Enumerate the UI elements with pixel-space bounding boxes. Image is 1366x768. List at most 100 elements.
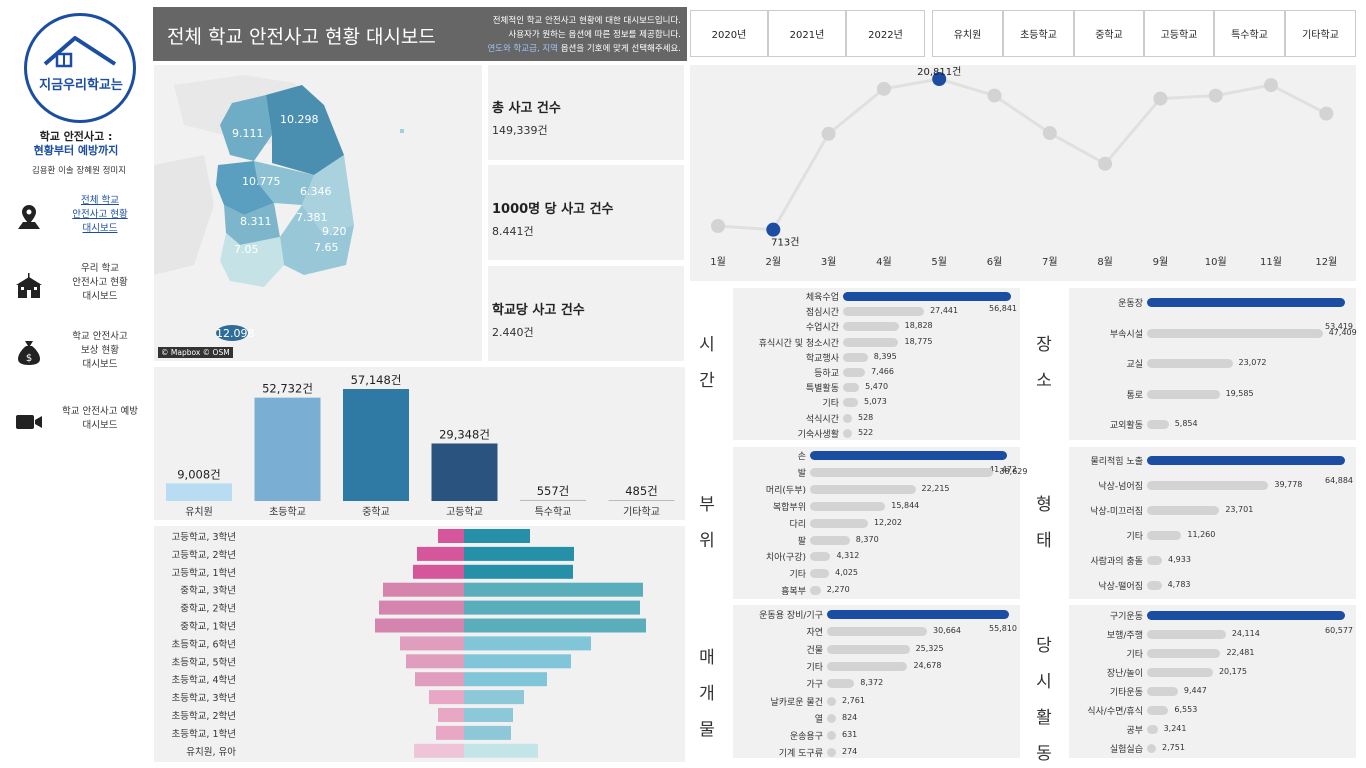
school-bar[interactable] [343, 389, 409, 501]
region-chungnam[interactable] [216, 161, 274, 215]
month-point[interactable] [766, 222, 781, 237]
breakdown-bar[interactable] [1147, 456, 1345, 465]
breakdown-bar[interactable] [1147, 630, 1226, 639]
month-point[interactable] [821, 126, 836, 141]
breakdown-bar[interactable] [827, 627, 927, 637]
grade-bar-left[interactable] [406, 654, 464, 669]
grade-bar-right[interactable] [464, 672, 547, 687]
region-gyeonggi[interactable] [220, 95, 272, 161]
month-point[interactable] [1098, 156, 1113, 171]
school-bar[interactable] [520, 499, 586, 501]
month-point[interactable] [1153, 91, 1168, 106]
grade-bar-left[interactable] [436, 725, 464, 740]
breakdown-bar[interactable] [843, 383, 860, 393]
grade-bar-right[interactable] [464, 618, 646, 633]
breakdown-bar[interactable] [1147, 359, 1233, 368]
region-gyeongnam[interactable] [280, 205, 354, 275]
school-bar[interactable] [254, 397, 321, 501]
filter-year-2022[interactable]: 2022년 [846, 10, 925, 57]
region-jeonnam[interactable] [220, 233, 284, 287]
month-point[interactable] [932, 72, 947, 86]
sidebar-item-overall[interactable]: 전체 학교 안전사고 현황 대시보드 [0, 194, 150, 238]
breakdown-bar[interactable] [1147, 611, 1345, 620]
grade-bar-left[interactable] [429, 690, 464, 705]
grade-bar-right[interactable] [464, 636, 591, 651]
filter-level-other[interactable]: 기타학교 [1285, 10, 1356, 57]
sidebar-item-prevention[interactable]: 학교 안전사고 예방 대시보드 [0, 405, 150, 449]
sidebar-item-our-school[interactable]: 우리 학교 안전사고 현황 대시보드 [0, 262, 150, 306]
grade-bar-left[interactable] [438, 708, 464, 722]
filter-level-middle[interactable]: 중학교 [1074, 10, 1144, 57]
month-point[interactable] [1319, 106, 1334, 121]
grade-bar-left[interactable] [400, 636, 464, 651]
grade-bar-right[interactable] [464, 654, 571, 669]
month-point[interactable] [1264, 78, 1278, 93]
school-bar[interactable] [431, 443, 498, 501]
breakdown-bar[interactable] [1147, 725, 1158, 734]
breakdown-bar[interactable] [1147, 649, 1221, 658]
breakdown-bar[interactable] [810, 484, 916, 494]
breakdown-bar[interactable] [1147, 531, 1182, 540]
breakdown-bar[interactable] [1147, 687, 1178, 696]
breakdown-bar[interactable] [843, 292, 1011, 301]
breakdown-bar[interactable] [810, 501, 886, 511]
filter-level-special[interactable]: 특수학교 [1214, 10, 1285, 57]
grade-bar-right[interactable] [464, 743, 538, 758]
breakdown-bar[interactable] [1147, 389, 1220, 399]
grade-bar-right[interactable] [464, 708, 513, 722]
school-bar[interactable] [166, 483, 232, 501]
grade-bar-left[interactable] [414, 743, 464, 758]
grade-bar-left[interactable] [383, 582, 464, 597]
map-credit[interactable]: © Mapbox © OSM [158, 347, 233, 358]
filter-level-elementary[interactable]: 초등학교 [1003, 10, 1074, 57]
grade-bar-left[interactable] [438, 529, 464, 543]
breakdown-bar[interactable] [843, 337, 899, 347]
filter-level-kindergarten[interactable]: 유치원 [932, 10, 1003, 57]
breakdown-bar[interactable] [827, 713, 836, 723]
breakdown-bar[interactable] [810, 451, 1007, 460]
region-gangwon[interactable] [266, 85, 344, 175]
sidebar-item-compensation[interactable]: $ 학교 안전사고 보상 현황 대시보드 [0, 330, 150, 374]
breakdown-bar[interactable] [827, 610, 1009, 619]
grade-bar-left[interactable] [413, 564, 464, 579]
month-point[interactable] [987, 88, 1002, 103]
breakdown-bar[interactable] [1147, 556, 1163, 565]
region-jeju[interactable] [216, 325, 248, 341]
filter-year-2021[interactable]: 2021년 [768, 10, 846, 57]
region-gyeongbuk[interactable] [302, 155, 354, 235]
breakdown-bar[interactable] [843, 307, 925, 317]
breakdown-bar[interactable] [843, 413, 852, 423]
region-map[interactable]: 9.111 10.298 10.775 6.346 8.311 7.381 9.… [154, 65, 482, 361]
breakdown-bar[interactable] [843, 398, 858, 408]
breakdown-bar[interactable] [827, 731, 836, 741]
region-jeonbuk[interactable] [224, 203, 280, 245]
breakdown-bar[interactable] [810, 535, 850, 545]
filter-year-2020[interactable]: 2020년 [690, 10, 768, 57]
breakdown-bar[interactable] [1147, 668, 1213, 677]
breakdown-bar[interactable] [810, 552, 831, 562]
grade-bar-right[interactable] [464, 564, 573, 579]
grade-bar-right[interactable] [464, 546, 574, 561]
grade-bar-left[interactable] [415, 672, 464, 687]
breakdown-bar[interactable] [1147, 481, 1269, 490]
month-point[interactable] [1042, 126, 1057, 141]
breakdown-bar[interactable] [810, 586, 821, 596]
breakdown-bar[interactable] [1147, 328, 1323, 338]
breakdown-bar[interactable] [1147, 420, 1169, 429]
breakdown-bar[interactable] [843, 322, 899, 332]
school-bar[interactable] [608, 500, 675, 501]
breakdown-bar[interactable] [1147, 744, 1156, 753]
month-point[interactable] [876, 81, 891, 96]
breakdown-bar[interactable] [810, 569, 830, 579]
grade-bar-left[interactable] [379, 600, 464, 615]
breakdown-bar[interactable] [827, 748, 836, 758]
breakdown-bar[interactable] [1147, 506, 1220, 515]
month-point[interactable] [1208, 88, 1223, 103]
breakdown-bar[interactable] [810, 518, 868, 528]
breakdown-bar[interactable] [810, 467, 994, 477]
breakdown-bar[interactable] [1147, 706, 1169, 715]
breakdown-bar[interactable] [1147, 298, 1345, 307]
grade-bar-right[interactable] [464, 582, 643, 597]
logo[interactable]: 지금우리학교는 [24, 13, 136, 123]
grade-bar-right[interactable] [464, 600, 640, 615]
